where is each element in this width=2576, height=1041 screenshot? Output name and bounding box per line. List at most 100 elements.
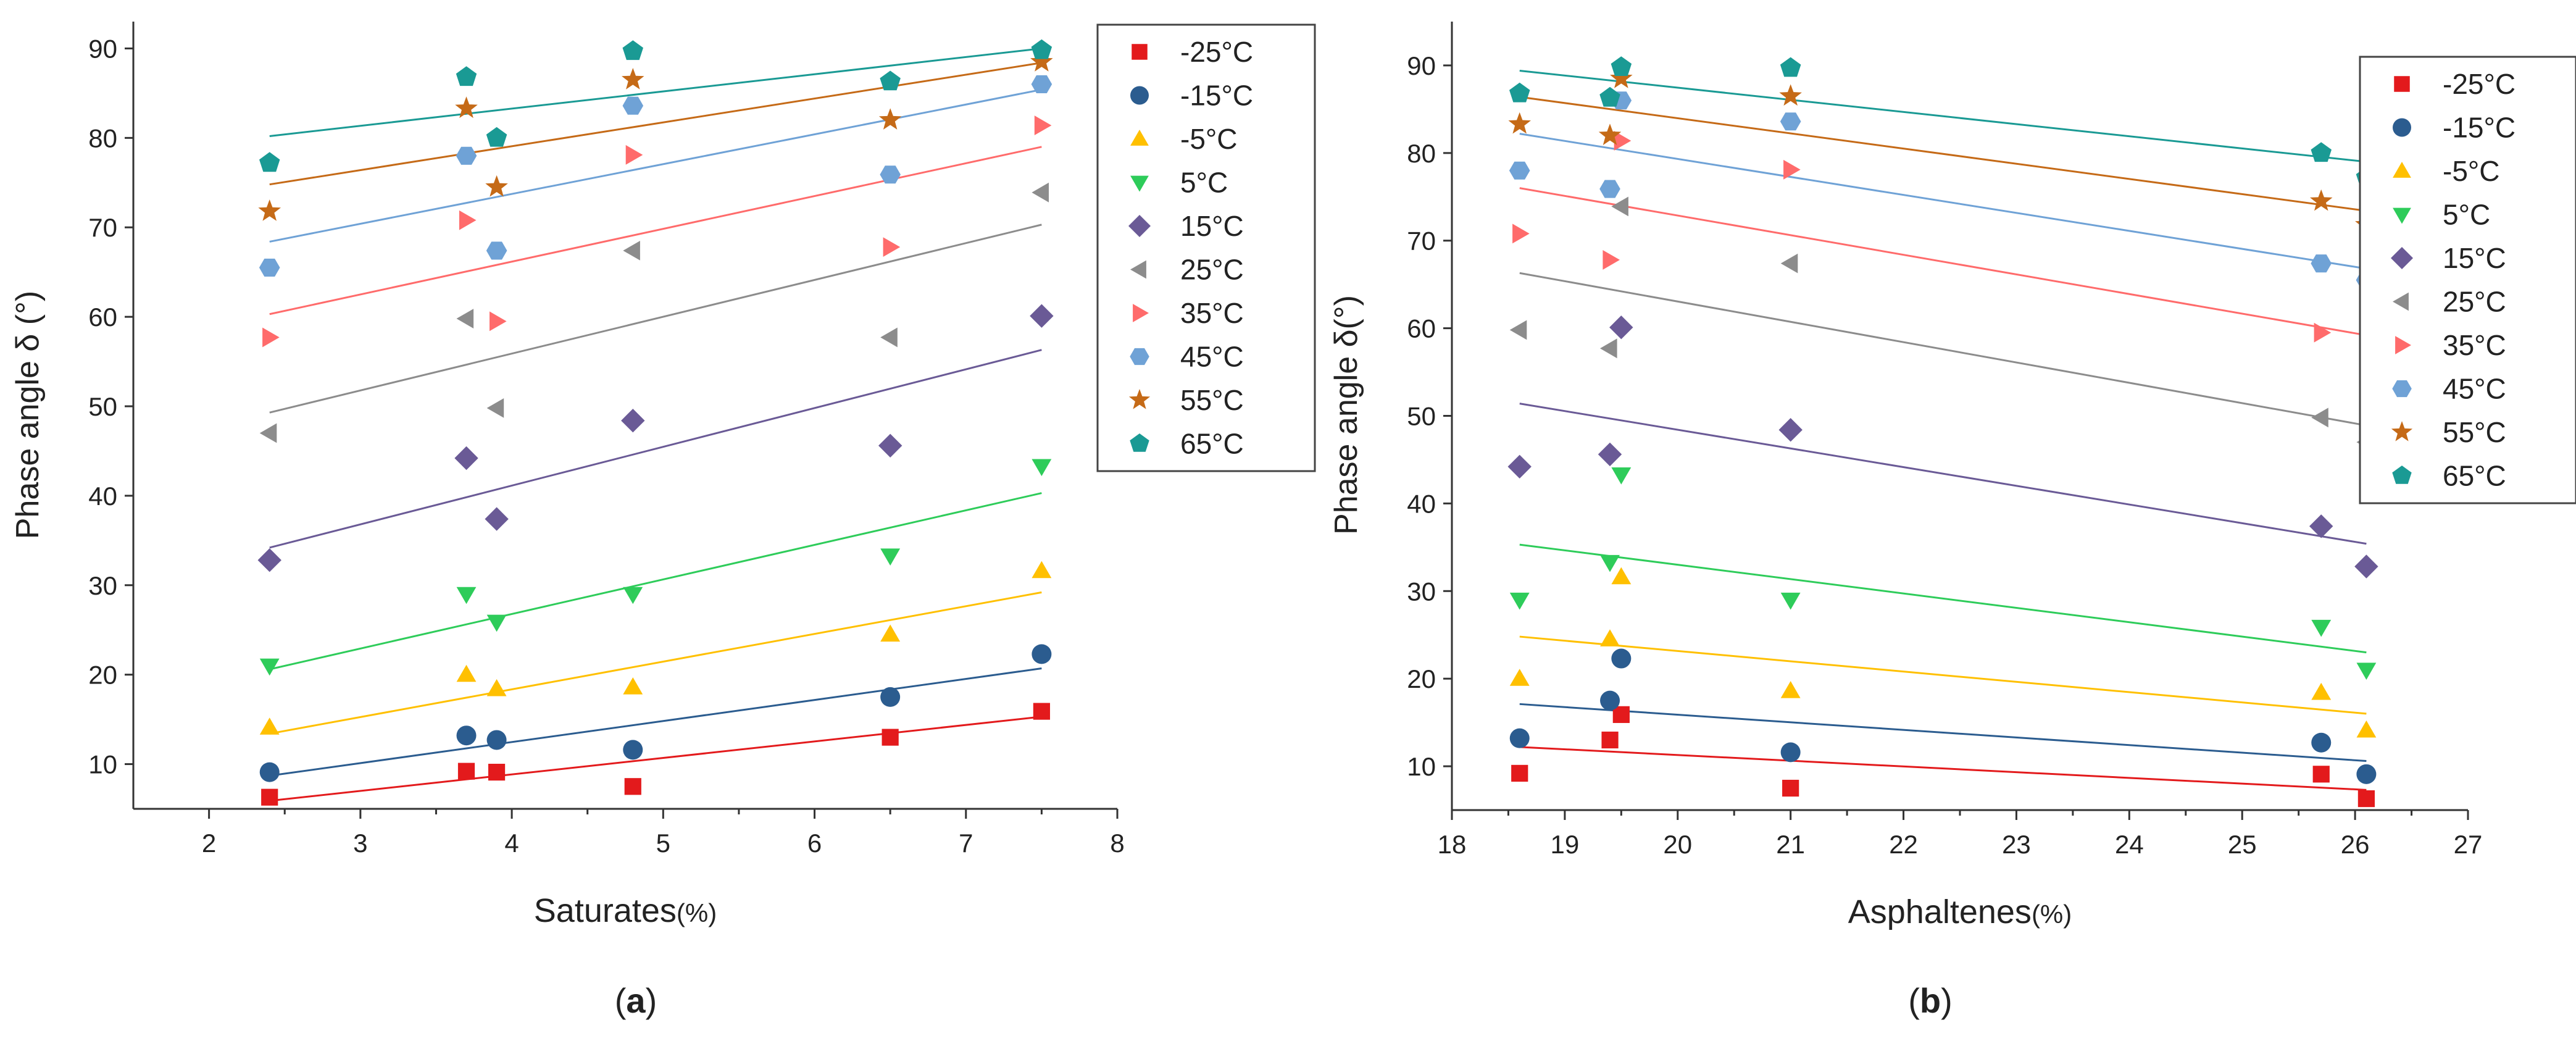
panel-b-data-point	[1600, 554, 1620, 572]
panel-b-x-tick-label: 19	[1551, 830, 1580, 859]
panel-a-data-point	[259, 258, 280, 277]
panel-b-data-point	[1601, 731, 1619, 749]
panel-b-data-point	[2311, 254, 2332, 273]
panel-a-legend-marker	[1130, 175, 1149, 192]
panel-b-data-point	[1611, 56, 1632, 76]
panel-a-data-point	[880, 327, 898, 348]
panel-a-data-point	[456, 664, 477, 682]
panel-a-data-point	[623, 241, 640, 261]
panel-a-data-point	[624, 778, 641, 795]
panel-b-data-point	[2356, 663, 2377, 680]
panel-b-y-tick-label: 50	[1407, 402, 1436, 431]
panel-b-y-tick-label: 10	[1407, 752, 1436, 781]
panel-a-x-tick-label: 5	[656, 829, 670, 858]
panel-b-data-point	[1611, 467, 1632, 485]
panel-b-x-tick-label: 21	[1776, 830, 1805, 859]
panel-a-data-point	[485, 507, 509, 531]
panel-b-data-point	[2357, 790, 2375, 808]
panel-a-data-point	[459, 210, 477, 230]
panel-b-legend-marker	[2394, 76, 2410, 92]
panel-a-trendline	[269, 62, 1042, 186]
panel-b-data-point	[1509, 82, 1530, 102]
panel-b-y-tick-label: 90	[1407, 51, 1436, 80]
panel-a-data-point	[622, 40, 643, 61]
panel-a-data-point	[486, 614, 507, 632]
panel-b-x-tick-label: 22	[1889, 830, 1918, 859]
panel-b-data-point	[2354, 554, 2378, 579]
panel-a-trendline	[269, 146, 1042, 316]
panel-b-data-point	[1778, 418, 1803, 442]
panel-a-legend-label: 65°C	[1180, 428, 1244, 460]
panel-b-trendline	[1519, 133, 2367, 270]
panel-a-data-point	[1034, 115, 1052, 135]
panel-b-legend-marker	[2395, 336, 2411, 354]
panel-b-data-point	[2312, 766, 2330, 783]
panel-a-caption-paren-close: )	[646, 981, 657, 1020]
panel-a-data-point	[622, 96, 644, 115]
panel-a-x-tick-label: 8	[1110, 829, 1124, 858]
panel-b-caption-paren-close: )	[1941, 981, 1953, 1020]
panel-a-data-point	[490, 311, 507, 332]
panel-a-legend-marker	[1130, 348, 1149, 366]
panel-a-data-point	[259, 423, 277, 443]
panel-b-legend-marker	[2393, 207, 2411, 224]
panel-a-legend-label: 25°C	[1180, 254, 1244, 286]
panel-a-legend-label: 5°C	[1180, 167, 1228, 199]
panel-a-data-point	[625, 144, 643, 165]
panel-a-data-point	[880, 165, 901, 184]
panel-a-trendline	[269, 716, 1042, 802]
panel-b-data-point	[1612, 706, 1630, 723]
panel-b-legend-marker	[2392, 466, 2412, 484]
panel-a-trendline	[269, 88, 1042, 243]
panel-b-x-tick-label: 26	[2341, 830, 2370, 859]
panel-a-data-point	[456, 146, 477, 165]
panel-b-data-point	[1509, 728, 1530, 748]
panel-b-y-tick-label: 80	[1407, 139, 1436, 168]
panel-a-data-point	[1031, 75, 1052, 93]
panel-a-legend-label: 15°C	[1180, 210, 1244, 242]
panel-b-chart: 10 20 30 40 50 60 70 80 90 18 19 20 21 22 23 24 25 26 27 Ph…	[1328, 22, 2576, 1020]
panel-b-legend-marker	[2393, 162, 2411, 178]
panel-b-data-point	[1780, 681, 1801, 698]
panel-b-data-point	[1600, 690, 1620, 711]
panel-b-trendline	[1519, 96, 2367, 212]
panel-b-legend-label: -25°C	[2443, 68, 2516, 100]
panel-a-legend-marker	[1130, 130, 1149, 146]
panel-a-x-tick-label: 6	[807, 829, 822, 858]
panel-b-data-point	[2356, 720, 2377, 738]
panel-a-data-point	[259, 658, 280, 676]
panel-b-data-point	[1611, 196, 1628, 217]
panel-b-legend-label: 45°C	[2443, 373, 2506, 405]
panel-b-data-point	[1509, 592, 1530, 610]
panel-a-data-point	[1032, 459, 1052, 477]
panel-b-x-axis-title-unit: (%)	[2032, 900, 2072, 929]
panel-a-trendline	[269, 224, 1042, 414]
panel-b-legend-label: 25°C	[2443, 286, 2506, 318]
panel-b-x-tick-label: 20	[1663, 830, 1692, 859]
panel-a-data-point	[486, 679, 507, 696]
panel-b-y-axis-title: Phase angle δ(°)	[1328, 295, 1364, 535]
panel-b-data-point	[1609, 316, 1633, 340]
panel-a-data-point	[883, 237, 901, 257]
panel-b-data-point	[1780, 742, 1801, 763]
panel-b-x-tick-label: 18	[1438, 830, 1467, 859]
panel-a-x-tick-label: 3	[353, 829, 367, 858]
panel-a-legend-marker	[1128, 389, 1151, 409]
panel-a-legend-label: 35°C	[1180, 297, 1244, 329]
panel-a-data-point	[261, 788, 278, 806]
panel-b-data-point	[1509, 669, 1530, 686]
panel-a-data-point	[262, 327, 280, 348]
panel-a-legend-marker	[1128, 215, 1151, 237]
panel-a-caption: (a)	[615, 981, 657, 1020]
panel-b-legend-label: 15°C	[2443, 242, 2506, 274]
panel-a-chart: 10 20 30 40 50 60 70 80 90 2 3 4 5 6 7 8 Phase angle δ (…	[10, 22, 1316, 1020]
panel-b-legend-marker	[2393, 118, 2411, 137]
panel-a-y-tick-label: 80	[88, 123, 117, 153]
panel-b-legend-label: -15°C	[2443, 112, 2516, 144]
panel-b-data-point	[1614, 131, 1632, 151]
panel-a-data-point	[621, 409, 645, 433]
panel-b-data-point	[1779, 84, 1802, 106]
panel-a-x-axis-title-unit: (%)	[677, 898, 717, 927]
panel-a-data-point	[456, 725, 477, 746]
panel-a-y-tick-label: 70	[88, 213, 117, 242]
